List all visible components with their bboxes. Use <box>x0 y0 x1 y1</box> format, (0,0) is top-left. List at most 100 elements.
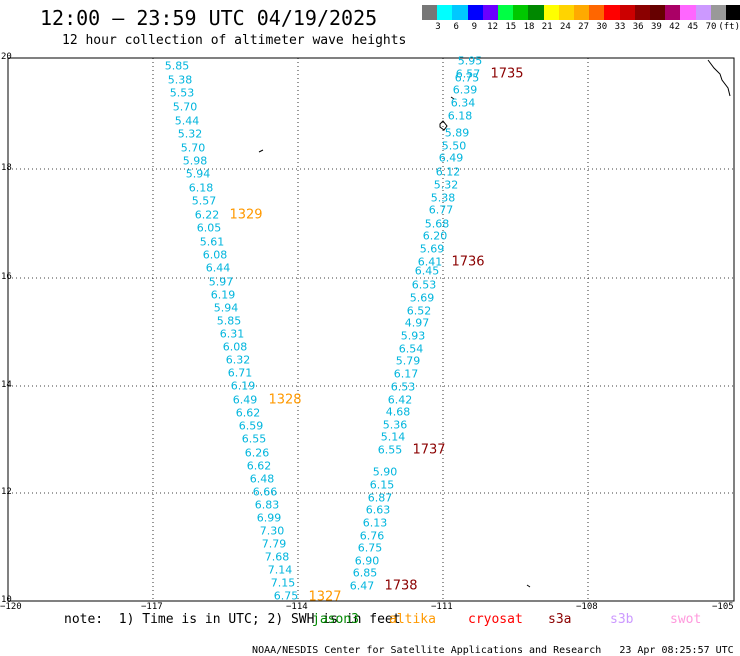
mission-cryosat: cryosat <box>468 612 523 627</box>
wave-height-value: 5.68 <box>424 217 450 231</box>
wave-height-value: 6.26 <box>244 446 270 460</box>
wave-height-value: 5.69 <box>419 242 445 256</box>
wave-height-value: 6.62 <box>246 459 272 473</box>
wave-height-value: 7.68 <box>264 550 290 564</box>
wave-height-value: 6.32 <box>225 353 251 367</box>
wave-height-value: 5.95 <box>457 54 483 68</box>
wave-height-value: 6.53 <box>411 278 437 292</box>
wave-height-value: 6.19 <box>210 288 236 302</box>
wave-height-value: 7.15 <box>270 576 296 590</box>
color-swatch <box>634 5 651 20</box>
wave-height-value: 5.38 <box>167 73 193 87</box>
color-swatch <box>452 5 469 20</box>
footer: NOAA/NESDIS Center for Satellite Applica… <box>240 634 740 656</box>
color-scale-label: 18 <box>523 22 535 32</box>
color-swatch <box>467 5 484 20</box>
wave-height-value: 6.45 <box>414 264 440 278</box>
wave-height-value: 5.89 <box>444 126 470 140</box>
wave-height-value: 5.14 <box>380 430 406 444</box>
wave-height-value: 6.85 <box>352 566 378 580</box>
wave-height-value: 6.31 <box>219 327 245 341</box>
mission-s3b: s3b <box>610 612 634 627</box>
wave-height-value: 5.44 <box>174 114 200 128</box>
color-swatch <box>498 5 514 20</box>
lat-tick-label: 12 <box>1 487 12 497</box>
wave-height-value: 6.57 <box>455 67 481 81</box>
wave-height-value: 6.42 <box>387 393 413 407</box>
color-swatch <box>726 5 740 20</box>
color-scale-label: (ft) <box>718 22 740 32</box>
color-scale-label: 9 <box>471 22 478 32</box>
wave-height-value: 7.14 <box>267 563 293 577</box>
color-scale-label: 6 <box>453 22 459 32</box>
color-swatch <box>695 5 712 20</box>
wave-height-value: 6.41 <box>417 255 443 269</box>
wave-height-value: 6.20 <box>422 229 448 243</box>
color-scale-label: 70 <box>705 22 717 32</box>
lon-tick-label: −108 <box>576 602 598 612</box>
wave-height-value: 6.34 <box>450 96 476 110</box>
wave-height-value: 6.90 <box>354 554 380 568</box>
wave-height-value: 5.94 <box>185 167 211 181</box>
color-swatch <box>422 5 438 20</box>
color-swatch <box>543 5 560 20</box>
wave-height-value: 6.44 <box>205 261 231 275</box>
color-swatch <box>665 5 682 20</box>
mission-altika: altika <box>389 612 436 627</box>
color-scale-label: 27 <box>578 22 590 32</box>
color-scale-label: 3 <box>435 22 441 32</box>
mission-s3a: s3a <box>548 612 572 627</box>
footnote: note: 1) Time is in UTC; 2) SWH is in fe… <box>64 612 401 627</box>
wave-height-value: 6.05 <box>196 221 222 235</box>
color-swatch <box>574 5 590 20</box>
color-swatch <box>650 5 666 20</box>
color-scale-label: 24 <box>559 22 571 32</box>
wave-height-value: 6.18 <box>447 109 473 123</box>
wave-height-value: 6.08 <box>222 340 248 354</box>
wave-height-value: 6.76 <box>359 529 385 543</box>
wave-height-value: 4.97 <box>404 316 430 330</box>
wave-height-value: 5.98 <box>182 154 208 168</box>
wave-height-value: 6.19 <box>230 379 256 393</box>
footer-timestamp: 23 Apr 08:25:57 UTC 2025 <box>619 645 740 656</box>
wave-height-value: 6.08 <box>202 248 228 262</box>
wave-height-value: 6.99 <box>256 511 282 525</box>
wave-height-value: 5.61 <box>199 235 225 249</box>
color-swatch <box>619 5 636 20</box>
wave-height-value: 6.62 <box>235 406 261 420</box>
color-scale-label: 12 <box>487 22 499 32</box>
lon-tick-label: −114 <box>286 602 308 612</box>
map-frame <box>7 57 735 602</box>
wave-height-value: 5.93 <box>400 329 426 343</box>
mission-swot: swot <box>670 612 702 627</box>
color-scale-label: 45 <box>687 22 699 32</box>
color-swatch <box>710 5 727 20</box>
color-swatch <box>558 5 575 20</box>
wave-height-value: 5.85 <box>164 59 190 73</box>
pass-time-label: 1329 <box>229 207 263 223</box>
color-scale-label: 30 <box>596 22 608 32</box>
wave-height-value: 5.32 <box>433 178 459 192</box>
pass-time-label: 1737 <box>412 442 446 458</box>
wave-height-value: 6.63 <box>365 503 391 517</box>
color-swatch <box>680 5 697 20</box>
wave-height-value: 6.71 <box>227 366 253 380</box>
lat-tick-label: 20 <box>1 52 12 62</box>
wave-height-value: 5.57 <box>191 194 217 208</box>
wave-height-value: 6.87 <box>367 491 393 505</box>
lon-tick-label: −111 <box>431 602 453 612</box>
pass-time-label: 1735 <box>490 66 524 82</box>
lat-tick-label: 10 <box>1 595 12 605</box>
wave-height-value: 5.94 <box>213 301 239 315</box>
pass-time-label: 1328 <box>268 392 302 408</box>
color-scale-label: 33 <box>614 22 626 32</box>
wave-height-value: 5.90 <box>372 465 398 479</box>
pass-time-label: 1327 <box>308 589 342 605</box>
color-swatch <box>437 5 454 20</box>
grid-lines <box>8 58 734 601</box>
wave-height-value: 5.53 <box>169 86 195 100</box>
wave-height-value: 6.75 <box>454 71 480 85</box>
lat-tick-label: 14 <box>1 380 12 390</box>
color-scale-label: 36 <box>632 22 644 32</box>
wave-height-value: 6.75 <box>357 541 383 555</box>
